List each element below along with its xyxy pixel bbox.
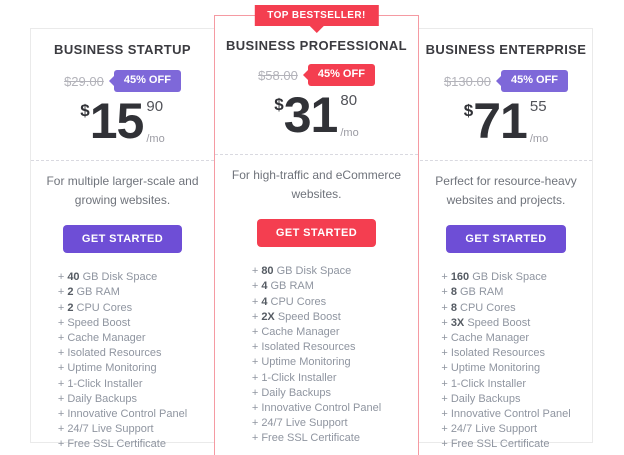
feature-item: + Isolated Resources — [251, 341, 356, 354]
discount-badge: 45% OFF — [500, 70, 569, 92]
feature-item: + Cache Manager — [57, 332, 146, 344]
feature-item: + Free SSL Certificate — [57, 438, 166, 451]
price-row: $58.00 45% OFF — [215, 64, 418, 86]
price-period: /mo — [340, 127, 359, 139]
get-started-button[interactable]: GET STARTED — [62, 225, 183, 254]
feature-item: + 2 CPU Cores — [57, 301, 133, 314]
bestseller-ribbon: TOP BESTSELLER! — [254, 5, 379, 33]
feature-item: + 4 CPU Cores — [251, 295, 327, 308]
plan-title: BUSINESS PROFESSIONAL — [225, 38, 408, 53]
feature-item: + Uptime Monitoring — [57, 362, 157, 375]
feature-item: + 4 GB RAM — [251, 280, 314, 293]
bestseller-ribbon-label: TOP BESTSELLER! — [267, 10, 366, 21]
feature-item: + 24/7 Live Support — [251, 417, 348, 430]
plan-description: For multiple larger-scale and growing we… — [46, 174, 199, 207]
feature-item: + Innovative Control Panel — [57, 408, 188, 421]
price-period: /mo — [529, 133, 549, 145]
feature-item: + 24/7 Live Support — [441, 423, 538, 436]
feature-item: + Uptime Monitoring — [251, 356, 351, 369]
feature-item: + 2 GB RAM — [57, 286, 120, 299]
price-cents: 80 — [340, 92, 358, 109]
feature-item: + Cache Manager — [251, 326, 340, 338]
price-fraction: 55 /mo — [530, 97, 548, 145]
discount-badge: 45% OFF — [113, 70, 181, 92]
divider — [420, 160, 592, 161]
feature-item: + 80 GB Disk Space — [251, 265, 352, 278]
feature-list: + 40 GB Disk Space + 2 GB RAM + 2 CPU Core… — [58, 270, 187, 452]
price-row: $29.00 45% OFF — [31, 70, 214, 92]
price: $ 71 55 /mo — [420, 93, 592, 149]
feature-item: + 3X Speed Boost — [441, 316, 531, 329]
feature-item: + 8 GB RAM — [441, 286, 504, 299]
price-period: /mo — [146, 133, 165, 145]
feature-item: + 1-Click Installer — [441, 377, 526, 390]
feature-list: + 160 GB Disk Space + 8 GB RAM + 8 CPU Cor… — [441, 270, 570, 452]
feature-item: + 1-Click Installer — [251, 371, 337, 384]
feature-item: + Free SSL Certificate — [251, 432, 360, 445]
price-integer: 15 — [89, 93, 145, 149]
plan-title: BUSINESS ENTERPRISE — [425, 42, 587, 57]
feature-item: + 8 CPU Cores — [441, 301, 516, 314]
divider — [215, 154, 418, 155]
plan-description: Perfect for resource-heavy websites and … — [435, 174, 577, 207]
feature-item: + Free SSL Certificate — [441, 438, 550, 451]
plan-title: BUSINESS STARTUP — [54, 42, 191, 57]
feature-item: + 2X Speed Boost — [251, 310, 341, 323]
feature-item: + Daily Backups — [57, 392, 138, 405]
price-fraction: 90 /mo — [146, 97, 164, 145]
plan-card-startup: BUSINESS STARTUP $29.00 45% OFF $ 15 90 … — [31, 28, 214, 453]
old-price: $130.00 — [443, 73, 491, 89]
plan-card-professional: TOP BESTSELLER! BUSINESS PROFESSIONAL $5… — [215, 5, 418, 447]
feature-item: + Speed Boost — [57, 316, 131, 329]
discount-badge: 45% OFF — [307, 64, 375, 86]
plan-description: For high-traffic and eCommerce websites. — [231, 168, 402, 201]
feature-item: + Daily Backups — [251, 386, 332, 399]
get-started-button[interactable]: GET STARTED — [256, 219, 377, 248]
price-cents: 90 — [146, 98, 164, 115]
currency-symbol: $ — [274, 95, 284, 114]
price: $ 15 90 /mo — [31, 93, 214, 149]
price-cents: 55 — [529, 98, 547, 115]
price-integer: 71 — [473, 93, 528, 149]
feature-item: + 40 GB Disk Space — [57, 271, 158, 284]
feature-item: + 1-Click Installer — [57, 377, 143, 390]
old-price: $58.00 — [258, 67, 298, 83]
feature-list: + 80 GB Disk Space + 4 GB RAM + 4 CPU Core… — [252, 264, 381, 446]
feature-item: + Innovative Control Panel — [251, 402, 382, 415]
feature-item: + Daily Backups — [441, 392, 521, 405]
plan-card-enterprise: BUSINESS ENTERPRISE $130.00 45% OFF $ 71… — [420, 28, 592, 453]
feature-item: + Cache Manager — [441, 332, 530, 344]
price-fraction: 80 /mo — [340, 91, 358, 139]
feature-item: + 160 GB Disk Space — [441, 271, 547, 284]
get-started-button[interactable]: GET STARTED — [446, 225, 566, 254]
price-integer: 31 — [283, 87, 339, 143]
currency-symbol: $ — [463, 101, 474, 120]
feature-item: + Uptime Monitoring — [441, 362, 541, 375]
price-row: $130.00 45% OFF — [420, 70, 592, 92]
feature-item: + 24/7 Live Support — [57, 423, 154, 436]
divider — [31, 160, 214, 161]
old-price: $29.00 — [64, 73, 104, 89]
feature-item: + Isolated Resources — [57, 347, 162, 360]
currency-symbol: $ — [80, 101, 90, 120]
price: $ 31 80 /mo — [215, 87, 418, 143]
feature-item: + Innovative Control Panel — [441, 408, 571, 421]
feature-item: + Isolated Resources — [441, 347, 545, 360]
ribbon-notch-icon — [309, 26, 324, 33]
